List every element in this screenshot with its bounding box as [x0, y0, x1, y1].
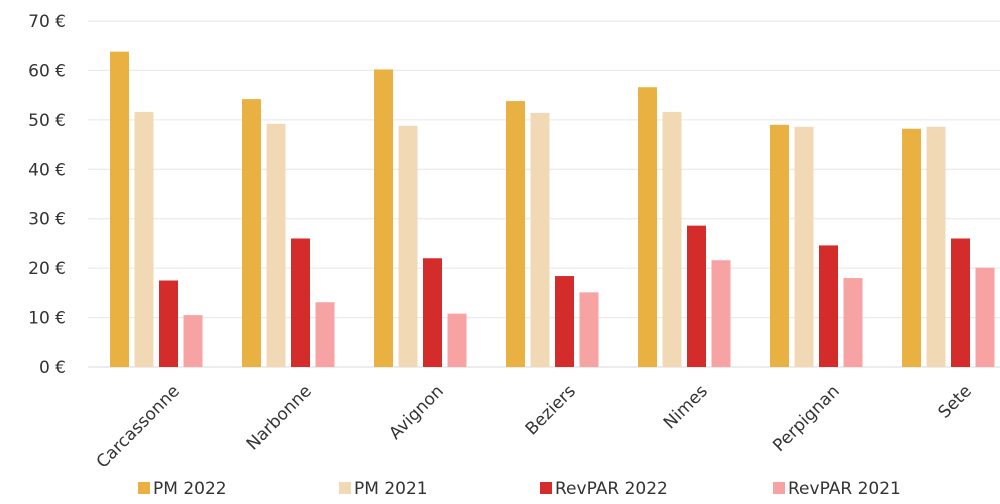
bar-revpar-2021-avignon — [447, 313, 467, 367]
x-category-label: Narbonne — [243, 381, 316, 454]
y-tick-label: 50 € — [28, 111, 66, 131]
bar-revpar-2021-carcassonne — [183, 315, 203, 367]
y-tick-label: 0 € — [39, 358, 66, 378]
bar-revpar-2021-perpignan — [843, 278, 863, 367]
bar-pm-2021-narbonne — [266, 123, 286, 367]
bar-revpar-2022-perpignan — [819, 245, 838, 367]
bar-pm-2021-beziers — [530, 112, 550, 368]
bar-revpar-2022-avignon — [423, 258, 442, 367]
bar-pm-2022-avignon — [374, 69, 393, 367]
legend-item-revpar-2021: RevPAR 2021 — [773, 479, 901, 499]
legend: PM 2022 PM 2021 RevPAR 2022 RevPAR 2021 — [138, 479, 901, 499]
bar-pm-2022-carcassonne — [110, 51, 129, 367]
bar-pm-2021-carcassonne — [134, 111, 154, 367]
bar-pm-2022-perpignan — [770, 124, 789, 367]
y-axis-tick-labels: 0 € 10 € 20 € 30 € 40 € 50 € 60 € 70 € — [28, 12, 66, 378]
bar-pm-2021-nimes — [662, 111, 682, 367]
bars — [110, 51, 995, 368]
bar-revpar-2022-beziers — [555, 276, 574, 367]
bar-revpar-2022-narbonne — [291, 238, 310, 367]
bar-revpar-2021-narbonne — [315, 302, 335, 367]
bar-revpar-2022-carcassonne — [159, 280, 178, 367]
legend-item-pm-2022: PM 2022 — [138, 479, 227, 499]
x-category-label: Beziers — [522, 381, 580, 439]
y-tick-label: 70 € — [28, 12, 66, 32]
legend-swatch — [339, 482, 351, 494]
bar-pm-2021-sete — [926, 126, 946, 367]
bar-pm-2021-avignon — [398, 125, 418, 367]
legend-item-revpar-2022: RevPAR 2022 — [540, 479, 668, 499]
legend-label: PM 2021 — [354, 479, 428, 499]
x-category-label: Carcassonne — [93, 381, 184, 472]
bar-pm-2022-narbonne — [242, 99, 261, 368]
x-category-label: Sete — [935, 381, 976, 422]
bar-pm-2022-sete — [902, 128, 921, 367]
bar-revpar-2021-sete — [975, 267, 995, 367]
y-tick-label: 40 € — [28, 160, 66, 180]
legend-swatch — [138, 482, 150, 494]
x-category-label: Perpignan — [769, 381, 844, 456]
legend-label: PM 2022 — [153, 479, 227, 499]
bar-pm-2021-perpignan — [794, 126, 814, 367]
legend-label: RevPAR 2022 — [555, 479, 668, 499]
bar-revpar-2022-nimes — [687, 225, 706, 367]
legend-item-pm-2021: PM 2021 — [339, 479, 428, 499]
y-tick-label: 20 € — [28, 259, 66, 279]
bar-pm-2022-nimes — [638, 87, 657, 367]
x-category-label: Nimes — [660, 381, 712, 433]
y-tick-label: 60 € — [28, 61, 66, 81]
bar-revpar-2021-nimes — [711, 260, 731, 367]
legend-swatch — [540, 482, 552, 494]
x-axis-category-labels: Carcassonne Narbonne Avignon Beziers Nimes Pe… — [93, 381, 976, 472]
legend-label: RevPAR 2021 — [788, 479, 901, 499]
legend-swatch — [773, 482, 785, 494]
y-tick-label: 30 € — [28, 210, 66, 230]
bar-pm-2022-beziers — [506, 101, 525, 368]
bar-revpar-2022-sete — [951, 238, 970, 367]
bar-revpar-2021-beziers — [579, 292, 599, 367]
y-tick-label: 10 € — [28, 309, 66, 329]
x-category-label: Avignon — [385, 381, 447, 443]
